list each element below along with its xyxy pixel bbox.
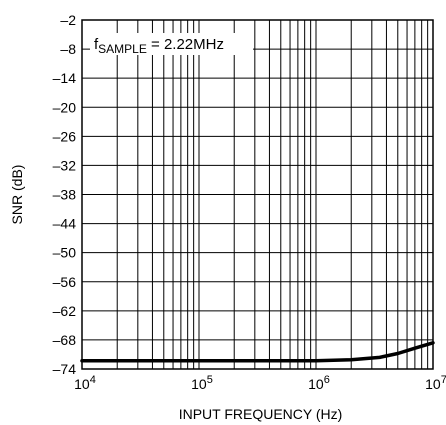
x-tick-exponent: 4 — [90, 374, 96, 386]
y-tick-label: –62 — [53, 303, 77, 319]
x-tick-exponent: 5 — [207, 374, 213, 386]
y-axis-label: SNR (dB) — [9, 165, 25, 225]
x-axis-label: INPUT FREQUENCY (Hz) — [179, 406, 343, 422]
annotation-suffix: = 2.22MHz — [147, 36, 224, 53]
y-tick-label: –26 — [53, 128, 77, 144]
y-tick-label: –20 — [53, 99, 77, 115]
y-tick-label: –68 — [53, 332, 77, 348]
x-tick-label: 106 — [308, 374, 330, 392]
y-tick-label: –56 — [53, 274, 77, 290]
x-tick-exponent: 6 — [324, 374, 330, 386]
snr-curve — [80, 341, 435, 363]
x-tick-label: 107 — [425, 374, 446, 392]
y-tick-label: –44 — [53, 216, 77, 232]
y-tick-label: –8 — [60, 41, 76, 57]
x-tick-base: 10 — [74, 376, 90, 392]
x-tick-base: 10 — [425, 376, 441, 392]
y-tick-label: –50 — [53, 245, 77, 261]
x-tick-label: 104 — [74, 374, 96, 392]
y-tick-label: –14 — [53, 70, 77, 86]
x-tick-base: 10 — [191, 376, 207, 392]
annotation-background — [90, 33, 253, 55]
grid-lines — [81, 19, 433, 370]
x-tick-labels: 104 105 106 107 — [74, 374, 446, 392]
x-tick-label: 105 — [191, 374, 213, 392]
y-tick-label: –2 — [60, 12, 76, 28]
y-tick-labels: –2 –8 –14 –20 –26 –32 –38 –44 –50 –56 –62 –68 –74 — [53, 12, 77, 377]
y-tick-label: –74 — [53, 361, 77, 377]
x-tick-exponent: 7 — [441, 374, 446, 386]
annotation-subscript: SAMPLE — [98, 42, 147, 56]
x-tick-base: 10 — [308, 376, 324, 392]
y-tick-label: –32 — [53, 157, 77, 173]
plot-frame — [81, 19, 434, 370]
annotation-prefix: f — [94, 36, 99, 53]
sample-frequency-annotation: fSAMPLE = 2.22MHz — [94, 36, 224, 56]
y-tick-label: –38 — [53, 187, 77, 203]
